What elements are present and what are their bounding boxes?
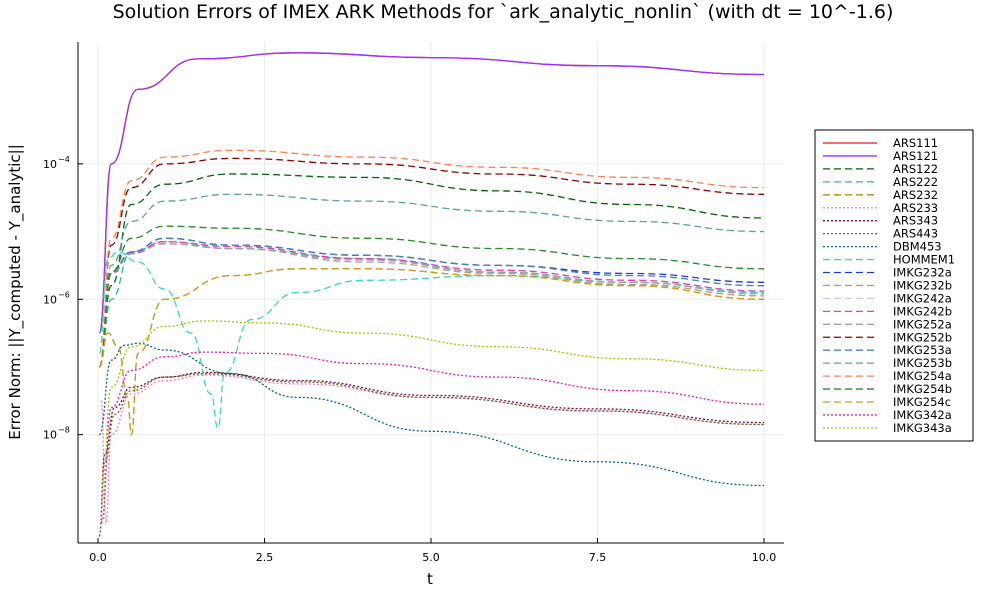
x-tick-label: 0.0 [89, 551, 107, 564]
y-tick-exponent: −8 [58, 426, 70, 435]
series-line-ars443 [98, 373, 765, 537]
series-line-imkg343a [100, 320, 765, 504]
legend: ARS111ARS121ARS122ARS222ARS232ARS233ARS3… [814, 129, 974, 442]
series-line-imkg253b [98, 193, 765, 368]
y-tick-label: 10 [43, 293, 57, 306]
x-axis-label: t [427, 570, 433, 588]
series-line-imkg252a [98, 243, 765, 368]
y-tick-label: 10 [43, 158, 57, 171]
legend-label: ARS111 [893, 136, 938, 150]
series-line-imkg253a [98, 237, 765, 368]
tick-labels: 0.0 2.5 5.0 7.5 10.010−410−610−8 [43, 155, 776, 564]
legend-label: IMKG242a [893, 291, 952, 305]
series-group [98, 52, 765, 537]
series-line-ars122 [98, 173, 765, 368]
chart-title: Solution Errors of IMEX ARK Methods for … [113, 1, 894, 23]
series-line-imkg342a [100, 351, 765, 524]
x-tick-label: 10.0 [752, 551, 777, 564]
legend-label: DBM453 [893, 240, 942, 254]
y-tick-exponent: −4 [58, 155, 70, 164]
x-tick-label: 5.0 [422, 551, 440, 564]
legend-label: IMKG242b [893, 304, 952, 318]
x-tick-label: 7.5 [589, 551, 607, 564]
series-line-imkg254b [98, 225, 765, 368]
y-tick-label: 10 [43, 429, 57, 442]
series-line-ars222 [98, 241, 765, 368]
legend-label: IMKG254c [893, 395, 951, 409]
series-line-ars233 [100, 374, 765, 524]
y-axis-label: Error Norm: ||Y_computed - Y_analytic|| [6, 144, 25, 439]
legend-label: IMKG254b [893, 382, 952, 396]
series-line-ars121 [98, 52, 765, 334]
legend-label: ARS443 [893, 227, 938, 241]
legend-label: ARS233 [893, 201, 938, 215]
legend-label: IMKG252b [893, 330, 952, 344]
legend-box [814, 129, 974, 442]
legend-label: IMKG252a [893, 317, 952, 331]
series-line-imkg254a [98, 149, 765, 368]
legend-label: ARS122 [893, 162, 938, 176]
legend-label: ARS343 [893, 214, 938, 228]
y-tick-exponent: −6 [58, 290, 70, 299]
series-line-imkg252b [98, 157, 765, 368]
legend-label: IMKG253a [893, 343, 952, 357]
legend-label: IMKG232a [893, 266, 952, 280]
legend-label: ARS232 [893, 188, 938, 202]
legend-label: IMKG343a [893, 421, 952, 435]
legend-label: ARS222 [893, 175, 938, 189]
grid [78, 42, 784, 543]
legend-label: IMKG254a [893, 369, 952, 383]
legend-label: IMKG232b [893, 278, 952, 292]
axes [77, 42, 784, 544]
legend-label: HOMMEM1 [893, 253, 955, 267]
legend-label: IMKG253b [893, 356, 952, 370]
series-line-imkg232b [98, 243, 765, 368]
legend-label: ARS121 [893, 149, 938, 163]
series-line-dbm453 [98, 342, 765, 487]
legend-label: IMKG342a [893, 408, 952, 422]
x-tick-label: 2.5 [256, 551, 274, 564]
